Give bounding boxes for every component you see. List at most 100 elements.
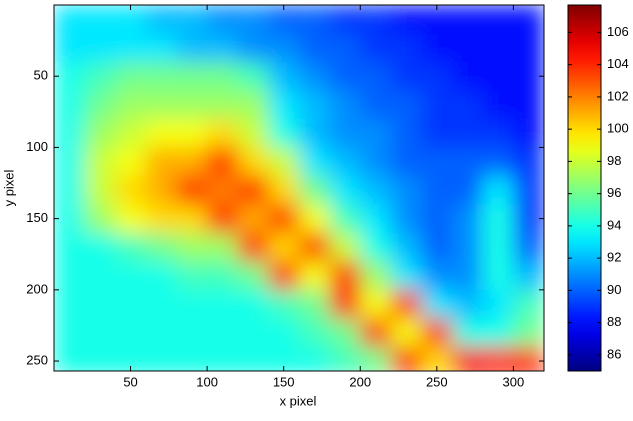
heatmap-cell xyxy=(145,175,177,205)
heatmap-cell xyxy=(452,33,484,63)
heatmap-cell xyxy=(237,33,269,63)
heatmap-cell xyxy=(237,5,269,34)
heatmap-cell xyxy=(54,118,86,148)
heatmap-cell xyxy=(299,90,331,120)
heatmap-cell xyxy=(329,289,361,319)
heatmap-cell xyxy=(54,5,86,34)
heatmap-cell xyxy=(421,175,453,205)
heatmap-cell xyxy=(390,5,422,34)
x-tick-label: 300 xyxy=(503,374,525,389)
heatmap-cell xyxy=(84,318,116,348)
heatmap-cell xyxy=(390,204,422,234)
heatmap-cell xyxy=(390,289,422,319)
heatmap-cell xyxy=(176,33,208,63)
heatmap-cell xyxy=(268,33,300,63)
heatmap-cell xyxy=(176,61,208,91)
heatmap-cell xyxy=(268,289,300,319)
heatmap-cell xyxy=(513,5,544,34)
colorbar xyxy=(567,4,602,372)
heatmap-cell xyxy=(513,346,544,371)
heatmap-cell xyxy=(299,175,331,205)
heatmap-cell xyxy=(237,147,269,177)
heatmap-cell xyxy=(421,61,453,91)
heatmap-cell xyxy=(329,118,361,148)
heatmap-cell xyxy=(268,147,300,177)
heatmap-cell xyxy=(176,5,208,34)
heatmap-cell xyxy=(299,346,331,371)
heatmap-cell xyxy=(84,147,116,177)
heatmap-cell xyxy=(299,318,331,348)
heatmap-cell xyxy=(84,261,116,291)
heatmap-cell xyxy=(207,204,239,234)
heatmap-cell xyxy=(482,175,514,205)
heatmap-cell xyxy=(54,289,86,319)
heatmap-cell xyxy=(207,90,239,120)
heatmap-cell xyxy=(329,61,361,91)
heatmap-cell xyxy=(421,318,453,348)
heatmap-cell xyxy=(145,318,177,348)
y-tick-label: 250 xyxy=(26,352,48,367)
heatmap-cell xyxy=(299,61,331,91)
y-tick-label: 150 xyxy=(26,210,48,225)
heatmap-cell xyxy=(513,175,544,205)
heatmap-cell xyxy=(54,232,86,262)
heatmap-cell xyxy=(421,118,453,148)
heatmap-cell xyxy=(482,147,514,177)
heatmap-cell xyxy=(329,175,361,205)
heatmap-cell xyxy=(390,61,422,91)
heatmap-cell xyxy=(299,232,331,262)
heatmap-cell xyxy=(115,90,147,120)
heatmap-cell xyxy=(176,232,208,262)
heatmap-cell xyxy=(360,147,392,177)
heatmap-cells xyxy=(54,5,544,371)
x-tick-label: 100 xyxy=(196,374,218,389)
heatmap-cell xyxy=(452,232,484,262)
x-tick-label: 200 xyxy=(349,374,371,389)
heatmap-cell xyxy=(452,61,484,91)
x-tick-label: 50 xyxy=(123,374,137,389)
heatmap-cell xyxy=(84,90,116,120)
heatmap-cell xyxy=(360,33,392,63)
heatmap-cell xyxy=(268,90,300,120)
heatmap-cell xyxy=(268,204,300,234)
heatmap-cell xyxy=(360,204,392,234)
heatmap-cell xyxy=(360,5,392,34)
heatmap-cell xyxy=(452,118,484,148)
heatmap-cell xyxy=(329,33,361,63)
heatmap-cell xyxy=(207,33,239,63)
colorbar-tick-label: 98 xyxy=(607,153,621,168)
colorbar-tick-label: 90 xyxy=(607,282,621,297)
heatmap-cell xyxy=(360,232,392,262)
heatmap-cell xyxy=(237,61,269,91)
heatmap-cell xyxy=(421,90,453,120)
heatmap-cell xyxy=(237,346,269,371)
heatmap-cell xyxy=(452,204,484,234)
heatmap-cell xyxy=(145,261,177,291)
heatmap-cell xyxy=(145,289,177,319)
heatmap-cell xyxy=(513,33,544,63)
heatmap-cell xyxy=(390,118,422,148)
colorbar-tick-label: 102 xyxy=(607,88,629,103)
heatmap-cell xyxy=(176,289,208,319)
heatmap-cell xyxy=(176,204,208,234)
heatmap-cell xyxy=(513,204,544,234)
heatmap-cell xyxy=(237,118,269,148)
heatmap-cell xyxy=(145,90,177,120)
heatmap-cell xyxy=(329,232,361,262)
heatmap-cell xyxy=(482,33,514,63)
heatmap-cell xyxy=(115,33,147,63)
heatmap-cell xyxy=(54,175,86,205)
heatmap-cell xyxy=(299,204,331,234)
heatmap-cell xyxy=(513,318,544,348)
heatmap-cell xyxy=(360,118,392,148)
heatmap-cell xyxy=(390,147,422,177)
heatmap-cell xyxy=(299,289,331,319)
heatmap-cell xyxy=(237,175,269,205)
x-tick-label: 250 xyxy=(426,374,448,389)
heatmap-cell xyxy=(513,289,544,319)
heatmap-cell xyxy=(237,232,269,262)
heatmap-cell xyxy=(329,147,361,177)
heatmap-cell xyxy=(421,204,453,234)
heatmap-cell xyxy=(176,90,208,120)
